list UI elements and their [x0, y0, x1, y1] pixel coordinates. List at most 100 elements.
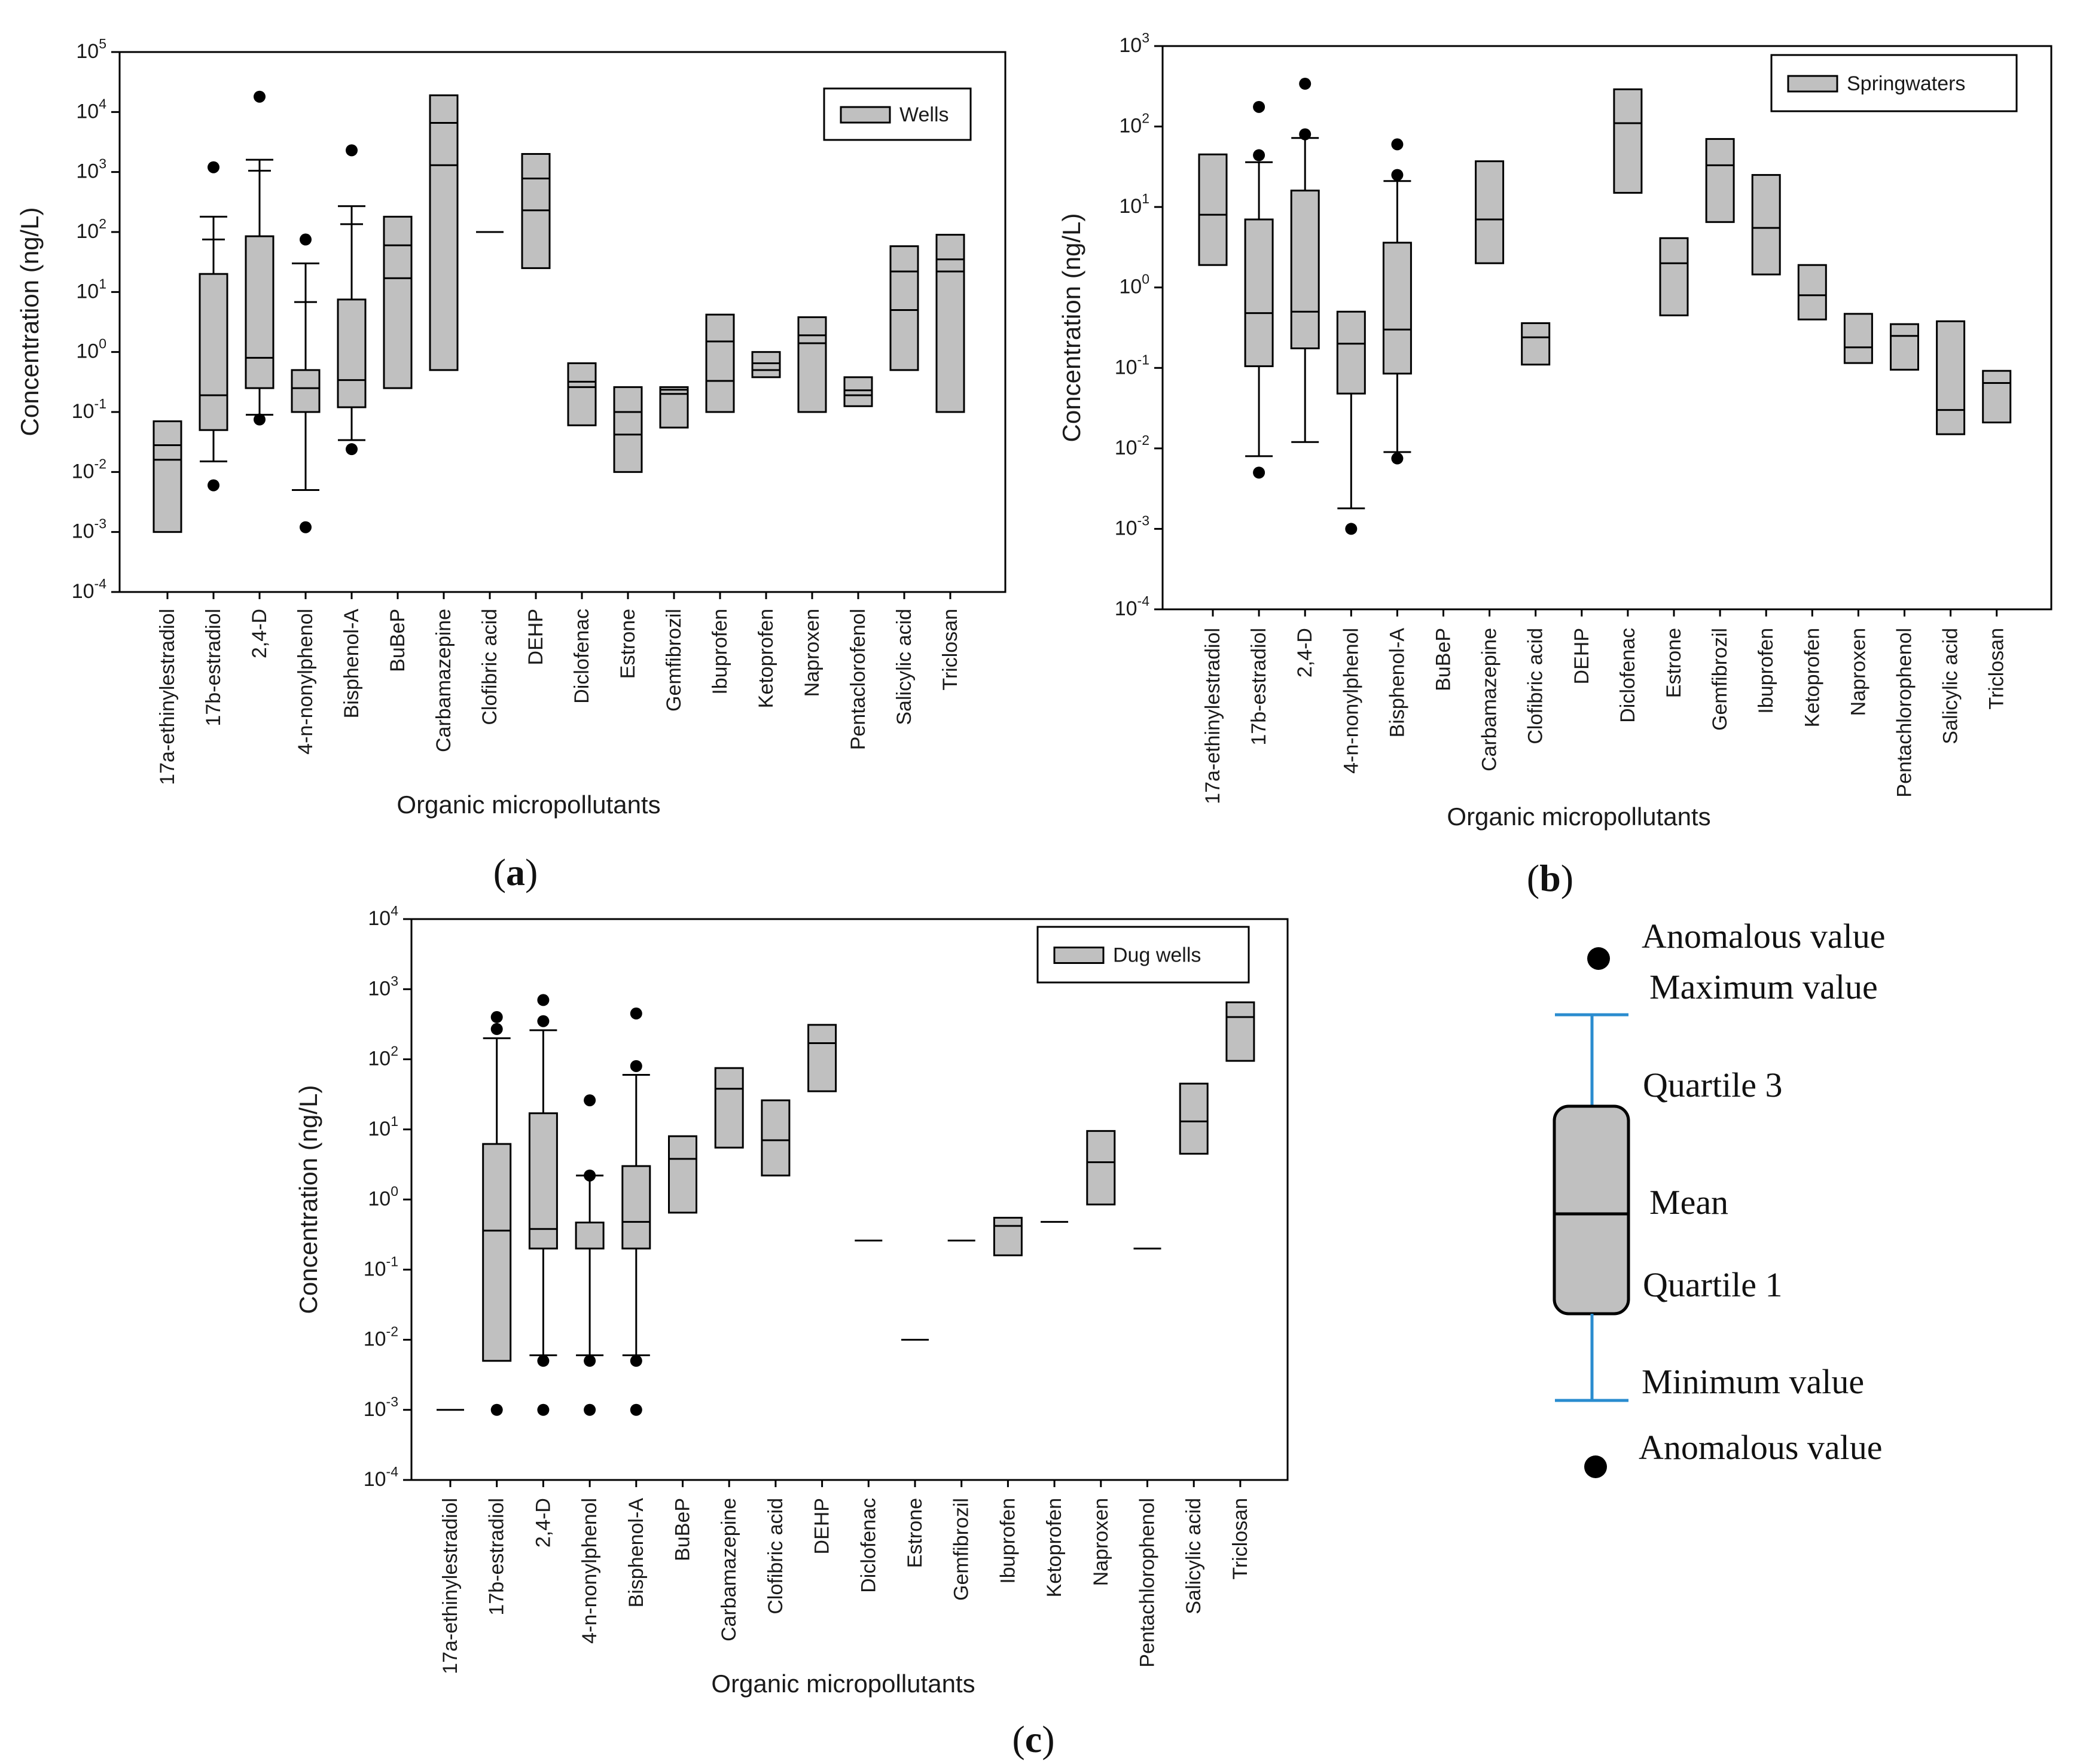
- x-tick-label: Salicylic acid: [1182, 1498, 1205, 1615]
- legend: Wells: [823, 87, 972, 141]
- y-tick-label: 10-3: [1115, 512, 1149, 539]
- outlier-point: [584, 1094, 596, 1107]
- outlier-point: [537, 1015, 550, 1027]
- box-group: [889, 245, 919, 371]
- chart-panel-a: 10-4 10-3 10-2 10-1 100 101 102 103 104 105 Concen…: [16, 36, 1007, 893]
- box-group: [751, 351, 781, 379]
- box-group: [1336, 310, 1366, 535]
- outlier-point: [254, 90, 266, 103]
- box: [1336, 310, 1366, 395]
- y-tick-label: 10-3: [364, 1394, 398, 1421]
- box: [1936, 320, 1966, 435]
- y-tick-label: 102: [368, 1043, 398, 1070]
- box: [1290, 190, 1320, 350]
- box: [528, 1112, 558, 1250]
- box: [1982, 370, 2012, 423]
- x-tick-label: 2,4-D: [1294, 628, 1316, 677]
- box-group: [843, 376, 873, 407]
- box-group: [528, 994, 558, 1416]
- box-group: [291, 233, 321, 533]
- outlier-point: [1253, 149, 1265, 161]
- y-tick-label: 104: [76, 96, 106, 123]
- box: [993, 1216, 1023, 1256]
- box-group: [153, 420, 182, 533]
- box: [714, 1067, 744, 1149]
- x-tick-label: 4-n-nonylphenol: [294, 609, 317, 755]
- key-quartile3-label: Quartile 3: [1643, 1066, 1783, 1104]
- x-tick-label: Carbamazepine: [1478, 628, 1501, 771]
- chart-panel-c: 10-4 10-3 10-2 10-1 100 101 102 103 104 Concentra…: [294, 903, 1289, 1760]
- x-tick-label: Carbamazepine: [718, 1498, 740, 1641]
- key-anomalous-top-dot: [1587, 947, 1610, 970]
- outlier-point: [346, 443, 358, 456]
- box-group: [659, 386, 689, 429]
- y-tick-label: 10-1: [364, 1253, 398, 1280]
- outlier-point: [490, 1023, 503, 1035]
- box-group: [521, 152, 551, 269]
- x-tick-label: 17a-ethinylestradiol: [439, 1498, 462, 1674]
- legend-label: Springwaters: [1847, 72, 1965, 95]
- y-tick-label: 10-2: [72, 456, 106, 483]
- box: [1890, 323, 1919, 371]
- box-group: [1198, 153, 1228, 266]
- y-tick-label: 10-2: [364, 1324, 398, 1351]
- legend-label: Dug wells: [1113, 944, 1201, 967]
- box-key-legend: Anomalous value Maximum value Quartile 3…: [1553, 917, 1886, 1478]
- y-tick-label: 10-4: [1115, 593, 1149, 620]
- x-tick-label: Pentachlorophenol: [1893, 628, 1916, 798]
- box: [383, 215, 413, 389]
- box: [1705, 138, 1735, 223]
- x-tick-label: Ketoprofen: [1043, 1498, 1066, 1597]
- x-tick-label: BuBeP: [386, 609, 409, 672]
- box: [935, 234, 965, 413]
- x-tick-label: Clofibric acid: [1524, 628, 1547, 744]
- box: [1086, 1130, 1116, 1205]
- panel-caption: (a): [493, 851, 538, 893]
- outlier-point: [346, 144, 358, 157]
- outlier-point: [208, 161, 219, 173]
- y-tick-label: 103: [368, 973, 398, 1000]
- box-group: [761, 1099, 791, 1177]
- x-tick-label: Pentaclorofenol: [847, 609, 870, 750]
- y-tick-label: 100: [1119, 271, 1149, 298]
- x-tick-label: 4-n-nonylphenol: [1340, 628, 1362, 774]
- outlier-point: [254, 413, 266, 426]
- box-group: [1475, 160, 1505, 264]
- x-tick-label: Bisphenol-A: [1386, 628, 1408, 738]
- key-anomalous-bottom-dot: [1584, 1455, 1607, 1478]
- x-tick-label: 17b-estradiol: [1248, 628, 1270, 746]
- key-anomalous-top-label: Anomalous value: [1642, 917, 1886, 956]
- box-group: [1225, 1001, 1255, 1062]
- x-tick-label: Diclofenac: [857, 1498, 880, 1593]
- key-maximum-label: Maximum value: [1649, 968, 1878, 1006]
- y-axis-label: Concentration (ng/L): [1057, 213, 1085, 442]
- outlier-point: [1345, 523, 1358, 535]
- box: [761, 1099, 791, 1177]
- panel-caption: (c): [1012, 1718, 1054, 1760]
- x-tick-label: Salicylic acid: [1939, 628, 1962, 744]
- x-tick-label: Triclosan: [1986, 628, 2008, 710]
- y-axis-label: Concentration (ng/L): [294, 1085, 322, 1314]
- box-group: [1179, 1082, 1209, 1155]
- outlier-point: [1299, 128, 1312, 141]
- x-tick-label: Gemfibrozil: [1709, 628, 1731, 731]
- outlier-point: [1391, 169, 1404, 181]
- box: [705, 313, 735, 413]
- x-tick-label: Ketoprofen: [755, 609, 777, 708]
- box-group: [714, 1067, 744, 1149]
- x-tick-label: 2,4-D: [532, 1498, 554, 1548]
- y-tick-label: 10-2: [1115, 432, 1149, 459]
- box: [797, 316, 827, 413]
- legend-label: Wells: [899, 103, 949, 126]
- box: [1797, 264, 1827, 321]
- y-tick-label: 10-1: [72, 396, 106, 423]
- y-tick-label: 100: [368, 1183, 398, 1210]
- legend: Dug wells: [1036, 926, 1250, 984]
- x-tick-label: 17b-estradiol: [202, 609, 225, 727]
- y-tick-label: 102: [76, 216, 106, 243]
- box-group: [613, 386, 643, 473]
- x-tick-label: Naproxen: [801, 609, 824, 697]
- box: [1225, 1001, 1255, 1062]
- x-tick-label: 17b-estradiol: [486, 1498, 508, 1616]
- box-group: [1659, 237, 1689, 316]
